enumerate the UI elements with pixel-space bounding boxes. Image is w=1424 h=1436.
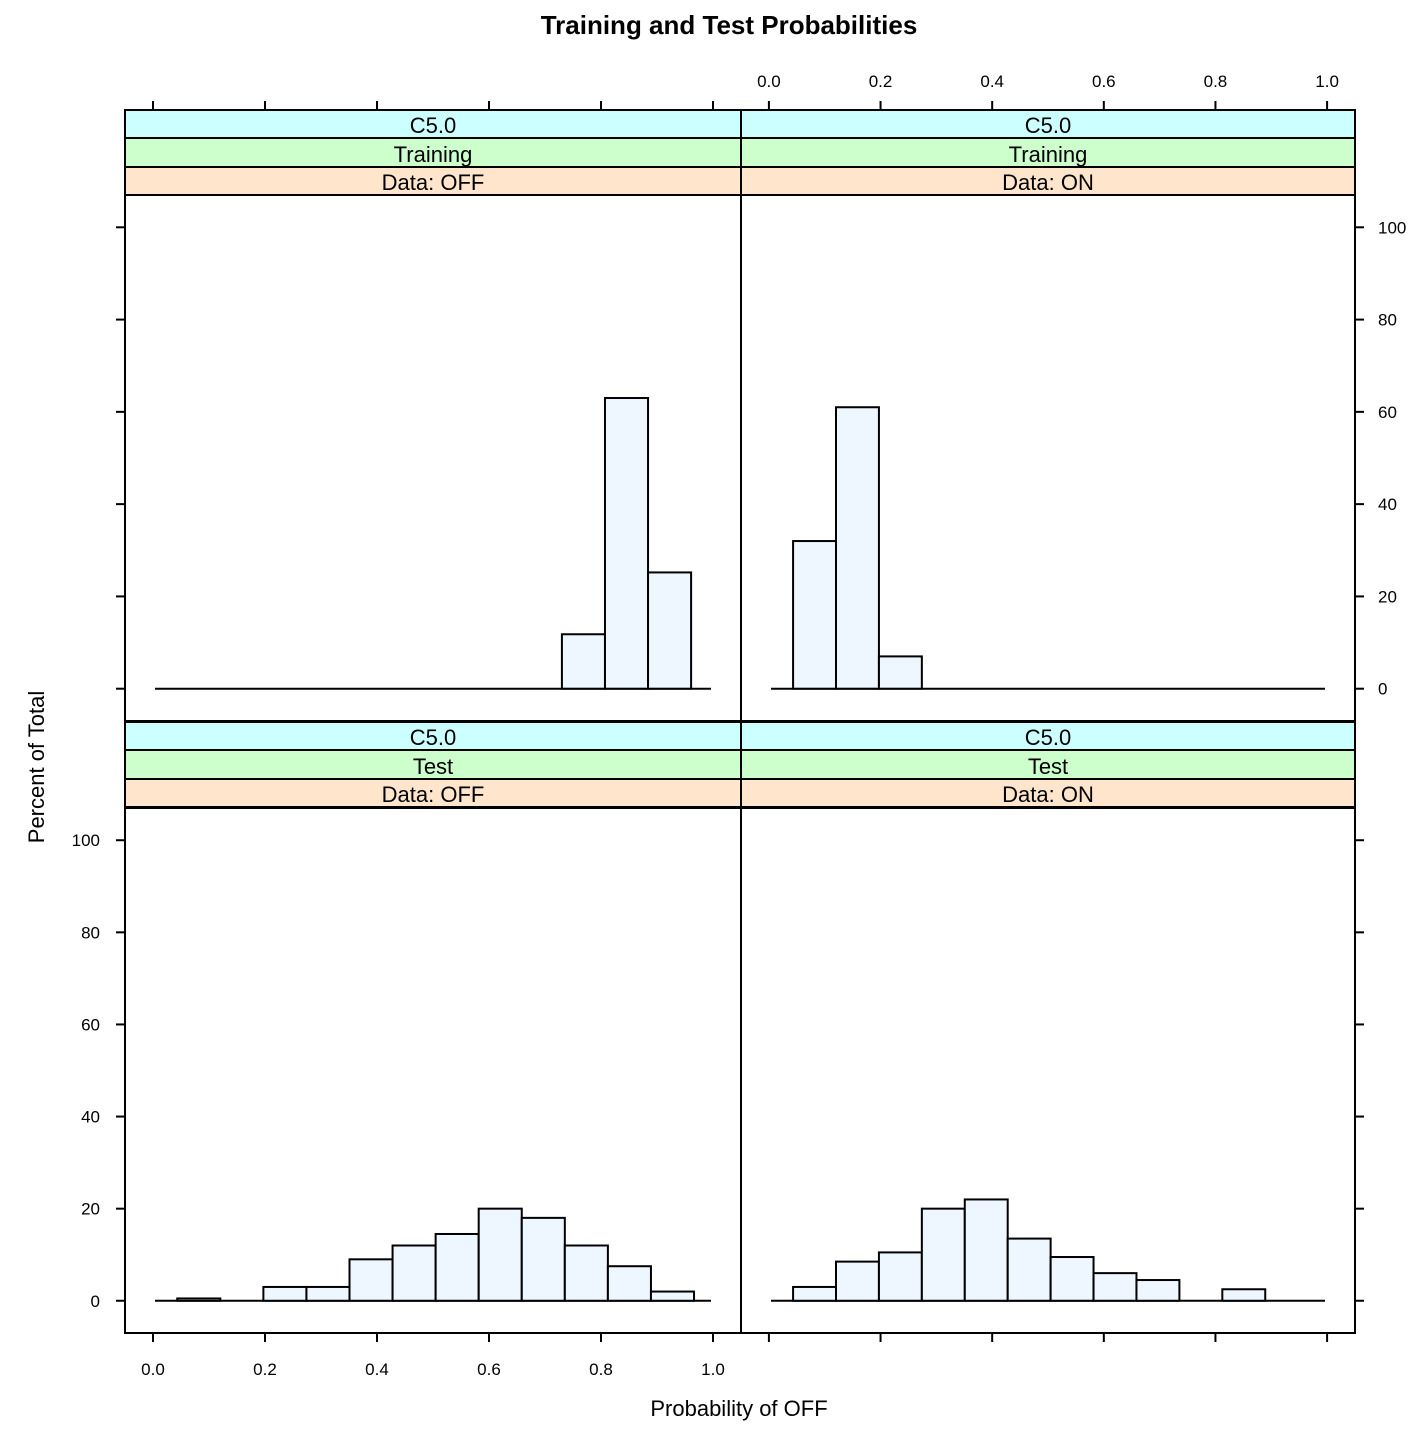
histogram-bar	[1221, 1288, 1267, 1302]
strip-label: Test	[1028, 754, 1068, 779]
histogram-bar	[176, 1297, 222, 1302]
x-tick-label-top: 0.4	[980, 72, 1004, 91]
strip-label: Test	[413, 754, 453, 779]
histogram-bar	[647, 571, 693, 690]
strip-label: Data: ON	[1002, 782, 1094, 807]
x-tick-label-top: 0.8	[1204, 72, 1228, 91]
histogram-bar	[792, 540, 838, 690]
x-tick-label-top: 0.2	[869, 72, 893, 91]
histogram-bar	[603, 397, 650, 690]
y-tick-label: 80	[81, 923, 100, 942]
x-tick-label-top: 1.0	[1315, 72, 1339, 91]
strip-1	[124, 109, 742, 139]
y-tick-label: 20	[81, 1200, 100, 1219]
histogram-bar	[606, 1265, 652, 1302]
histogram-bar	[262, 1285, 308, 1302]
strip-label: Data: OFF	[382, 170, 485, 195]
y-tick-label-right: 80	[1378, 311, 1397, 330]
histogram-bar	[877, 655, 923, 690]
x-tick-label: 0.6	[477, 1360, 501, 1379]
x-tick-label-top: 0.6	[1092, 72, 1116, 91]
strip-label: C5.0	[1025, 113, 1071, 138]
histogram-bar	[520, 1216, 566, 1302]
strip-label: Training	[394, 142, 473, 167]
strip-label: C5.0	[410, 113, 456, 138]
strip-3	[740, 166, 1356, 196]
strip-2	[740, 749, 1356, 780]
histogram-bar	[963, 1198, 1009, 1302]
strip-1	[740, 109, 1356, 139]
y-tick-label-right: 60	[1378, 403, 1397, 422]
strip-label: Training	[1009, 142, 1088, 167]
histogram-bar	[835, 406, 880, 690]
strip-3	[740, 778, 1356, 808]
histogram-bar	[477, 1207, 523, 1302]
histogram-bar	[391, 1244, 437, 1302]
histogram-bar	[305, 1285, 351, 1302]
x-tick-label-top: 0.0	[757, 72, 781, 91]
strip-1	[740, 721, 1356, 751]
x-tick-label: 0.0	[141, 1360, 165, 1379]
histogram-bar	[835, 1260, 880, 1302]
strip-label: C5.0	[410, 725, 456, 750]
x-axis-label: Probability of OFF	[650, 1396, 827, 1421]
chart-title: Training and Test Probabilities	[541, 10, 918, 40]
panels-layer: C5.0 Training Data: OFF C5.0 Training Data: O…	[72, 72, 1407, 1379]
histogram-bar	[1092, 1272, 1138, 1302]
y-tick-label-right: 100	[1378, 218, 1406, 237]
strip-label: Data: OFF	[382, 782, 485, 807]
x-tick-label: 0.2	[253, 1360, 277, 1379]
y-tick-label: 60	[81, 1015, 100, 1034]
strip-2	[124, 749, 742, 780]
x-tick-label: 1.0	[701, 1360, 725, 1379]
x-tick-label: 0.8	[589, 1360, 613, 1379]
histogram-bar	[877, 1251, 923, 1302]
histogram-bar	[1006, 1237, 1052, 1302]
histogram-bar	[563, 1244, 609, 1302]
y-tick-label-right: 40	[1378, 495, 1397, 514]
histogram-bar	[649, 1290, 696, 1302]
panel-border	[740, 807, 1356, 1334]
y-tick-label: 100	[72, 831, 100, 850]
strip-2	[740, 137, 1356, 168]
strip-label: Data: ON	[1002, 170, 1094, 195]
histogram-bar	[1049, 1256, 1095, 1302]
y-tick-label-right: 0	[1378, 680, 1387, 699]
histogram-bar	[920, 1207, 966, 1302]
y-tick-label: 40	[81, 1108, 100, 1127]
histogram-bar	[792, 1285, 838, 1302]
histogram-bar	[348, 1258, 394, 1302]
strip-label: C5.0	[1025, 725, 1071, 750]
histogram-bar	[560, 633, 606, 690]
x-tick-label: 0.4	[365, 1360, 389, 1379]
y-tick-label-right: 20	[1378, 587, 1397, 606]
histogram-bar	[1135, 1279, 1181, 1302]
y-axis-label: Percent of Total	[24, 691, 49, 843]
y-tick-label: 0	[91, 1292, 100, 1311]
histogram-bar	[434, 1232, 480, 1302]
